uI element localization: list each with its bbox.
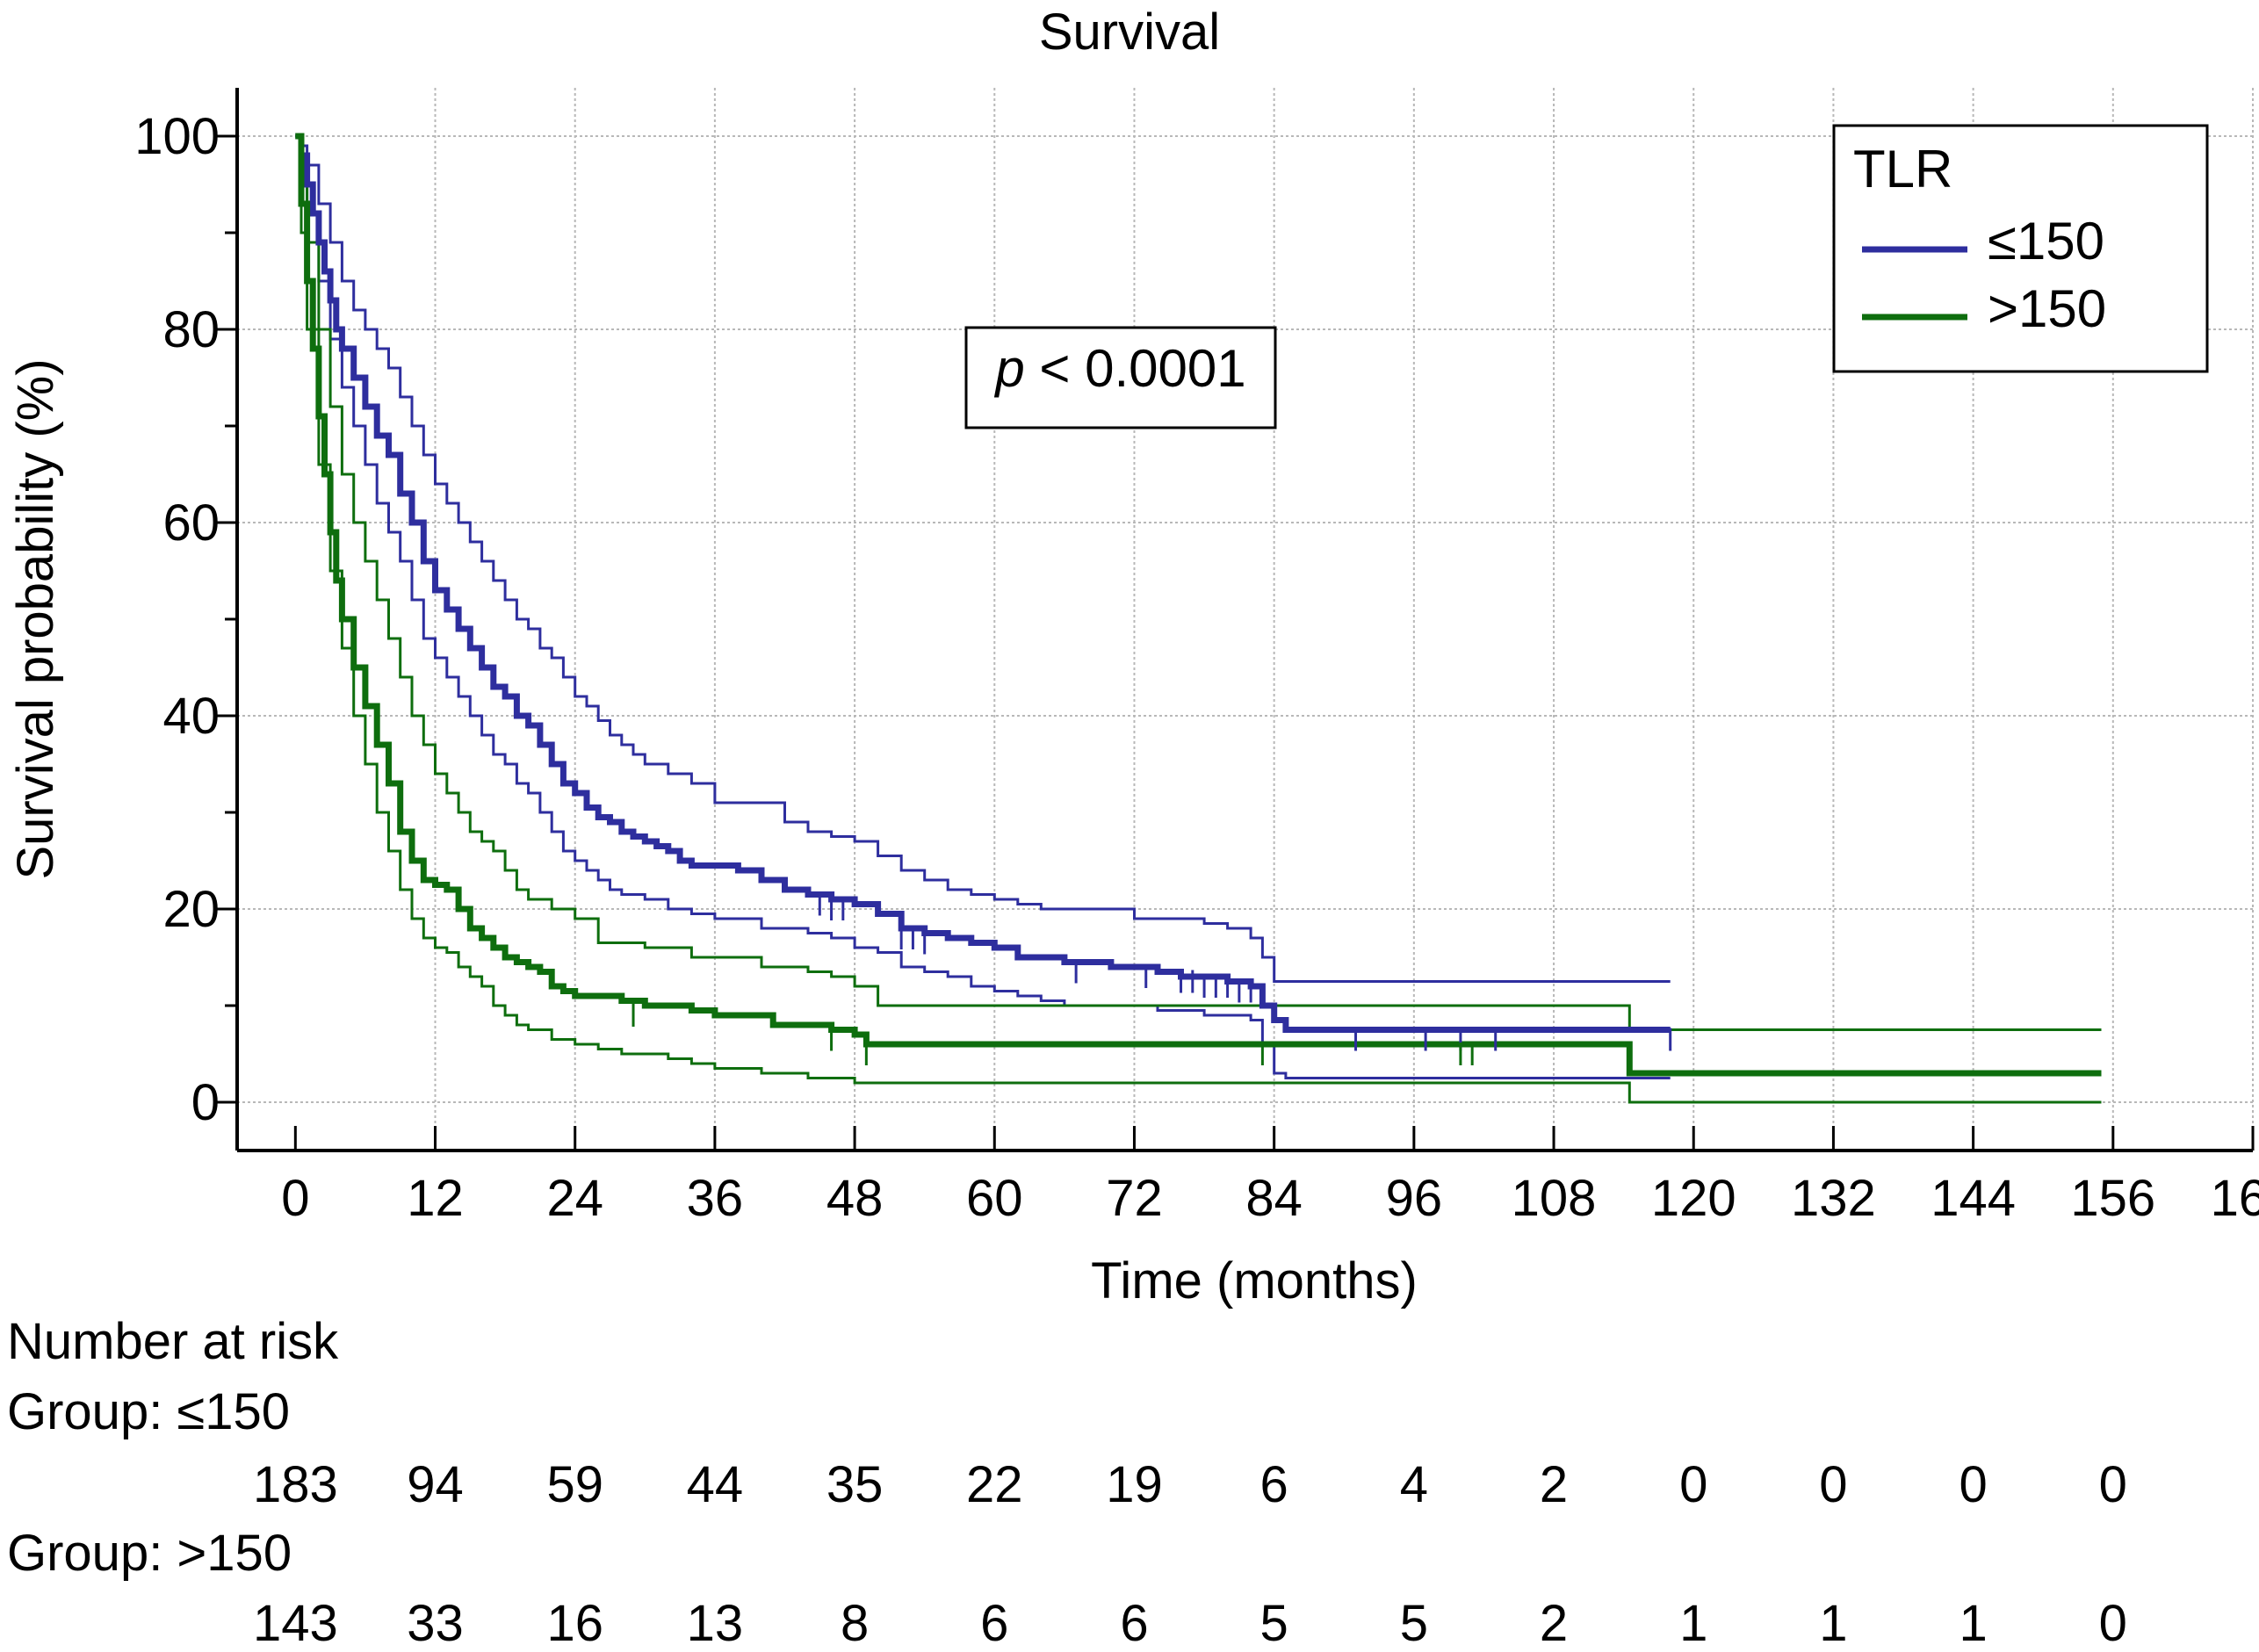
risk-count: 59: [546, 1456, 603, 1513]
risk-row-gt150: 143 33 16 13 8 6 6 5 5 2 1 1 1 0: [253, 1595, 2127, 1652]
x-tick-label: 0: [281, 1170, 309, 1227]
risk-row-le150: 183 94 59 44 35 22 19 6 4 2 0 0 0 0: [253, 1456, 2127, 1513]
p-value-text: p < 0.0001: [993, 339, 1245, 398]
risk-count: 16: [546, 1595, 603, 1652]
chart-title: Survival: [1039, 4, 1220, 61]
survival-curve-le150: [295, 133, 1671, 1033]
risk-count: 2: [1540, 1595, 1568, 1652]
risk-count: 1: [1679, 1595, 1707, 1652]
p-value-box: [964, 326, 1277, 429]
risk-count: 5: [1260, 1595, 1288, 1652]
x-tick-label: 48: [826, 1170, 884, 1227]
survival-curves: [295, 133, 2102, 1077]
risk-group-label-le150: Group: ≤150: [7, 1383, 290, 1440]
x-tick-label: 168: [2211, 1170, 2259, 1227]
y-ticks: 0 20 40 60 80 100: [134, 108, 237, 1131]
ci-upper-gt150: [295, 134, 2102, 1031]
p-value-symbol: p: [993, 339, 1024, 398]
risk-count: 0: [1819, 1456, 1847, 1513]
risk-count: 8: [841, 1595, 869, 1652]
risk-count: 1: [1959, 1595, 1987, 1652]
y-tick-label: 20: [162, 881, 220, 938]
risk-count: 1: [1819, 1595, 1847, 1652]
risk-count: 5: [1400, 1595, 1428, 1652]
risk-count: 4: [1400, 1456, 1428, 1513]
y-tick-label: 80: [162, 301, 220, 358]
risk-count: 6: [1260, 1456, 1288, 1513]
p-value-number: < 0.0001: [1025, 339, 1246, 398]
x-ticks: 0 12 24 36 48 60 72 84 96 108 120 132 144 156 168: [281, 1126, 2259, 1227]
y-tick-label: 0: [191, 1074, 220, 1131]
risk-count: 33: [407, 1595, 464, 1652]
x-axis-label: Time (months): [1091, 1252, 1418, 1309]
y-axis-label: Survival probability (%): [7, 358, 64, 879]
x-tick-label: 36: [687, 1170, 744, 1227]
risk-count: 94: [407, 1456, 464, 1513]
risk-count: 183: [253, 1456, 338, 1513]
legend: TLR ≤150 >150: [1832, 124, 2209, 373]
y-tick-label: 40: [162, 688, 220, 745]
risk-count: 0: [2099, 1595, 2127, 1652]
legend-label-le150: ≤150: [1988, 212, 2104, 271]
censor-marks: [632, 892, 1672, 1065]
y-tick-label: 60: [162, 494, 220, 552]
risk-count: 13: [687, 1595, 744, 1652]
legend-title: TLR: [1853, 140, 1952, 198]
risk-count: 2: [1540, 1456, 1568, 1513]
x-tick-label: 84: [1245, 1170, 1303, 1227]
x-tick-label: 96: [1386, 1170, 1443, 1227]
ci-upper-le150: [295, 134, 1671, 983]
risk-count: 143: [253, 1595, 338, 1652]
x-tick-label: 156: [2070, 1170, 2155, 1227]
risk-count: 6: [980, 1595, 1008, 1652]
confidence-bands: [295, 134, 2102, 1104]
x-tick-label: 144: [1931, 1170, 2016, 1227]
x-tick-label: 120: [1651, 1170, 1736, 1227]
risk-table-heading: Number at risk: [7, 1313, 339, 1370]
risk-count: 6: [1120, 1595, 1148, 1652]
risk-count: 19: [1106, 1456, 1163, 1513]
risk-count: 0: [1959, 1456, 1987, 1513]
y-tick-label: 100: [134, 108, 220, 165]
ci-lower-gt150: [295, 134, 2102, 1104]
x-tick-label: 72: [1106, 1170, 1163, 1227]
survival-curve-gt150: [295, 133, 2102, 1077]
risk-count: 35: [826, 1456, 884, 1513]
number-at-risk-table: Number at risk Group: ≤150 183 94 59 44 35 22…: [7, 1313, 2127, 1652]
risk-count: 0: [2099, 1456, 2127, 1513]
p-value-annotation: p < 0.0001: [964, 326, 1277, 429]
risk-group-label-gt150: Group: >150: [7, 1525, 292, 1582]
x-tick-label: 24: [546, 1170, 603, 1227]
x-tick-label: 12: [407, 1170, 464, 1227]
risk-count: 0: [1679, 1456, 1707, 1513]
risk-count: 44: [687, 1456, 744, 1513]
legend-label-gt150: >150: [1988, 279, 2106, 338]
ci-lower-le150: [295, 134, 1671, 1079]
risk-count: 22: [966, 1456, 1023, 1513]
x-tick-label: 108: [1512, 1170, 1597, 1227]
x-tick-label: 60: [966, 1170, 1023, 1227]
x-tick-label: 132: [1791, 1170, 1876, 1227]
